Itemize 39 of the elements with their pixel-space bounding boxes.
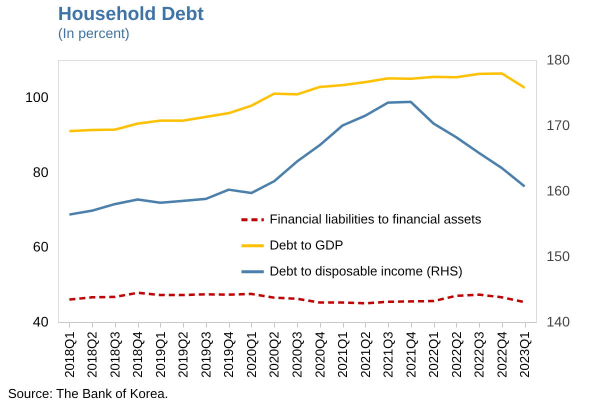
x-tick-label: 2020Q1	[244, 332, 259, 378]
legend-label: Debt to GDP	[270, 238, 344, 253]
line-series	[68, 100, 526, 216]
x-tick-label: 2019Q3	[198, 332, 214, 378]
y2-tick-label: 150	[546, 248, 570, 264]
x-tick-label: 2018Q4	[130, 332, 146, 378]
x-tick-label: 2021Q4	[403, 332, 418, 378]
x-tick-label: 2022Q3	[472, 332, 487, 378]
y-tick-label: 40	[32, 314, 49, 330]
source-note: Source: The Bank of Korea.	[8, 386, 168, 401]
x-tick-label: 2021Q3	[380, 332, 396, 378]
y2-tick-label: 160	[546, 182, 570, 198]
x-tick-label: 2019Q4	[221, 332, 236, 378]
x-tick-label: 2021Q2	[358, 332, 373, 378]
x-tick-label: 2020Q2	[266, 332, 282, 378]
legend-label: Financial liabilities to financial assets	[270, 212, 482, 227]
x-tick-label: 2019Q2	[176, 332, 191, 378]
x-tick-label: 2023Q1	[517, 332, 532, 378]
x-tick-label: 2019Q1	[152, 332, 168, 378]
y-tick-label: 100	[25, 88, 49, 105]
y-tick-label: 60	[32, 238, 49, 255]
x-tick-label: 2018Q2	[84, 332, 100, 378]
chart-title: Household Debt	[58, 4, 204, 25]
y2-tick-label: 140	[546, 314, 570, 330]
x-tick-label: 2020Q4	[312, 332, 328, 378]
line-series	[68, 72, 526, 132]
legend-label: Debt to disposable income (RHS)	[270, 264, 463, 279]
chart-subtitle: (In percent)	[58, 25, 130, 41]
y-tick-label: 80	[32, 164, 49, 180]
y2-tick-label: 180	[546, 52, 570, 68]
x-tick-label: 2020Q3	[290, 332, 304, 378]
x-tick-label: 2022Q2	[448, 332, 464, 378]
x-tick-label: 2021Q1	[335, 332, 350, 378]
x-tick-label: 2022Q1	[426, 332, 442, 378]
line-series	[68, 292, 526, 305]
x-tick-label: 2022Q4	[494, 332, 510, 378]
x-tick-label: 2018Q3	[107, 332, 122, 378]
y2-tick-label: 170	[546, 117, 570, 133]
x-tick-label: 2018Q1	[62, 332, 77, 378]
